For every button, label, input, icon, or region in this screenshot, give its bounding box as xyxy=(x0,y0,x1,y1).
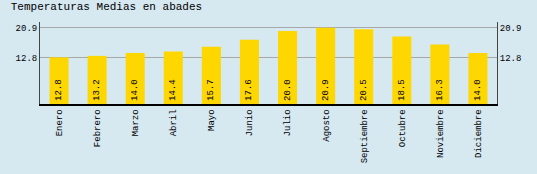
svg-text:Marzo: Marzo xyxy=(131,109,141,136)
svg-text:20.9: 20.9 xyxy=(16,24,38,34)
svg-text:Febrero: Febrero xyxy=(93,109,103,147)
svg-text:Abril: Abril xyxy=(169,109,179,136)
svg-text:Agosto: Agosto xyxy=(322,109,332,141)
svg-text:17.6: 17.6 xyxy=(244,79,254,101)
svg-text:Junio: Junio xyxy=(245,109,255,136)
svg-text:Mayo: Mayo xyxy=(207,109,217,131)
svg-text:14.4: 14.4 xyxy=(168,79,178,101)
svg-text:20.5: 20.5 xyxy=(359,79,369,101)
svg-text:Diciembre: Diciembre xyxy=(474,109,484,158)
svg-text:12.8: 12.8 xyxy=(54,79,64,101)
svg-text:Enero: Enero xyxy=(55,109,65,136)
svg-text:Octubre: Octubre xyxy=(398,109,408,147)
svg-text:15.7: 15.7 xyxy=(206,79,216,101)
svg-text:12.8: 12.8 xyxy=(16,54,38,64)
svg-text:Julio: Julio xyxy=(283,109,293,136)
svg-text:Septiembre: Septiembre xyxy=(360,109,370,163)
svg-text:Temperaturas Medias en abades: Temperaturas Medias en abades xyxy=(11,1,202,13)
svg-text:18.5: 18.5 xyxy=(397,79,407,101)
svg-text:20.0: 20.0 xyxy=(283,79,293,101)
svg-text:16.3: 16.3 xyxy=(435,79,445,101)
svg-text:14.0: 14.0 xyxy=(473,79,483,101)
svg-text:12.8: 12.8 xyxy=(500,54,522,64)
svg-text:14.0: 14.0 xyxy=(130,79,140,101)
svg-text:20.9: 20.9 xyxy=(321,79,331,101)
svg-text:20.9: 20.9 xyxy=(500,24,522,34)
svg-text:13.2: 13.2 xyxy=(92,79,102,101)
svg-text:Noviembre: Noviembre xyxy=(436,109,446,158)
